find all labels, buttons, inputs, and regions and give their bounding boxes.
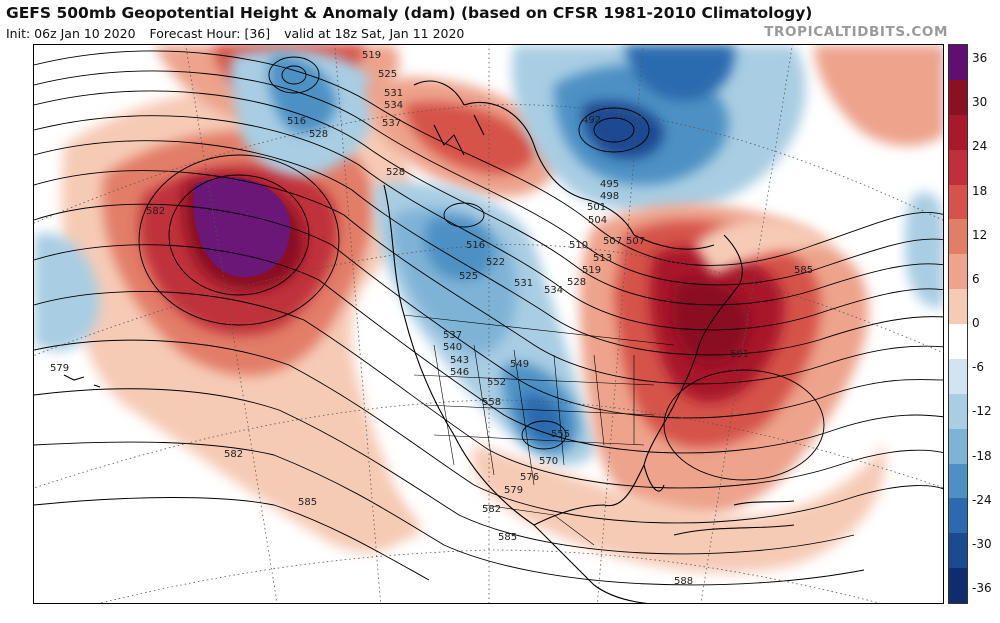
contour-label: 549 <box>510 359 529 370</box>
contour-label: 591 <box>730 349 749 360</box>
contour-label: 534 <box>544 285 563 296</box>
contour-label: 585 <box>794 265 813 276</box>
contour-label: 498 <box>600 191 619 202</box>
contour-label: 504 <box>588 215 607 226</box>
contour-label: 534 <box>384 100 403 111</box>
colorbar-tick-label: 36 <box>972 51 988 65</box>
colorbar-segment <box>949 498 967 534</box>
contour-labels: 519 525 531 534 537 516 528 492 495 498 … <box>50 50 813 587</box>
contour-label: 528 <box>386 167 405 178</box>
colorbar-segment <box>949 568 967 603</box>
colorbar-tick-label: -6 <box>972 360 984 375</box>
colorbar-segment <box>949 324 967 359</box>
contour-label: 582 <box>146 206 165 217</box>
contour-label: 525 <box>459 271 478 282</box>
contour-label: 576 <box>520 472 539 483</box>
colorbar-tick-label: 12 <box>972 227 988 242</box>
colorbar-segment <box>949 149 967 185</box>
contour-label: 537 <box>382 118 401 129</box>
colorbar-segment <box>949 219 967 255</box>
colorbar-segment <box>949 114 967 150</box>
contour-label: 516 <box>466 240 485 251</box>
colorbar-labels: 36 30 24 18 12 6 0 -6 -12 -18 -24 -30 -36 <box>970 44 1000 604</box>
colorbar-tick-label: 18 <box>972 183 988 198</box>
contour-label: 552 <box>487 377 506 388</box>
contour-label: 501 <box>587 202 606 213</box>
contour-label: 585 <box>498 532 517 543</box>
contour-label: 507 <box>603 236 622 247</box>
contour-label: 570 <box>539 456 558 467</box>
colorbar-tick-label: -36 <box>972 581 992 595</box>
height-contours <box>34 50 943 586</box>
colorbar-tick-label: -12 <box>972 404 992 419</box>
coastlines <box>63 80 795 603</box>
contour-label: 546 <box>450 367 469 378</box>
contour-label: 585 <box>298 497 317 508</box>
contour-label: 531 <box>384 88 403 99</box>
colorbar-segment <box>949 533 967 569</box>
political-borders <box>403 314 675 546</box>
contour-label: 507 <box>626 236 645 247</box>
contour-label: 531 <box>514 278 533 289</box>
contour-label: 579 <box>50 363 69 374</box>
contour-label: 582 <box>482 504 501 515</box>
contour-label: 516 <box>287 116 306 127</box>
colorbar-segment <box>949 463 967 499</box>
colorbar-segment <box>949 428 967 464</box>
map-title: GEFS 500mb Geopotential Height & Anomaly… <box>6 4 813 22</box>
contour-label: 579 <box>504 485 523 496</box>
colorbar-tick-label: 24 <box>972 139 988 154</box>
contour-label: 513 <box>593 253 612 264</box>
site-brand[interactable]: TROPICALTIDBITS.COM <box>764 24 948 40</box>
contour-label: 510 <box>569 240 588 251</box>
contour-label: 522 <box>486 257 505 268</box>
init-time: Init: 06z Jan 10 2020 <box>6 26 136 41</box>
colorbar-segment <box>949 79 967 115</box>
contour-label: 519 <box>582 265 601 276</box>
forecast-hour: Forecast Hour: [36] <box>149 26 271 41</box>
colorbar-segment <box>949 254 967 290</box>
colorbar-tick-label: 30 <box>972 95 988 110</box>
contour-label: 525 <box>378 69 397 80</box>
contour-label: 555 <box>551 429 570 440</box>
map-subtitle: Init: 06z Jan 10 2020 Forecast Hour: [36… <box>6 26 474 41</box>
contour-label: 528 <box>309 129 328 140</box>
map-canvas: 519 525 531 534 537 516 528 492 495 498 … <box>34 45 943 603</box>
colorbar-segment <box>949 393 967 429</box>
contour-label: 528 <box>567 277 586 288</box>
colorbar-segment <box>949 358 967 394</box>
anomaly-shading <box>34 45 943 573</box>
contour-label: 558 <box>482 397 501 408</box>
colorbar-tick-label: 0 <box>972 316 980 330</box>
colorbar-segment <box>949 45 967 80</box>
colorbar-segment <box>949 184 967 220</box>
graticule <box>34 45 943 603</box>
colorbar-tick-label: -24 <box>972 492 992 507</box>
colorbar-segment <box>949 289 967 324</box>
contour-label: 588 <box>674 576 693 587</box>
contour-label: 492 <box>582 115 601 126</box>
contour-label: 543 <box>450 355 469 366</box>
contour-label: 537 <box>443 330 462 341</box>
colorbar-tick-label: 6 <box>972 271 980 286</box>
valid-time: valid at 18z Sat, Jan 11 2020 <box>284 26 465 41</box>
contour-label: 495 <box>600 179 619 190</box>
anomaly-map: 519 525 531 534 537 516 528 492 495 498 … <box>33 44 944 604</box>
contour-label: 519 <box>362 50 381 61</box>
anomaly-colorbar <box>948 44 968 604</box>
map-header: GEFS 500mb Geopotential Height & Anomaly… <box>0 0 1000 44</box>
contour-label: 540 <box>443 342 462 353</box>
colorbar-tick-label: -18 <box>972 448 992 463</box>
contour-label: 582 <box>224 449 243 460</box>
colorbar-tick-label: -30 <box>972 536 992 551</box>
